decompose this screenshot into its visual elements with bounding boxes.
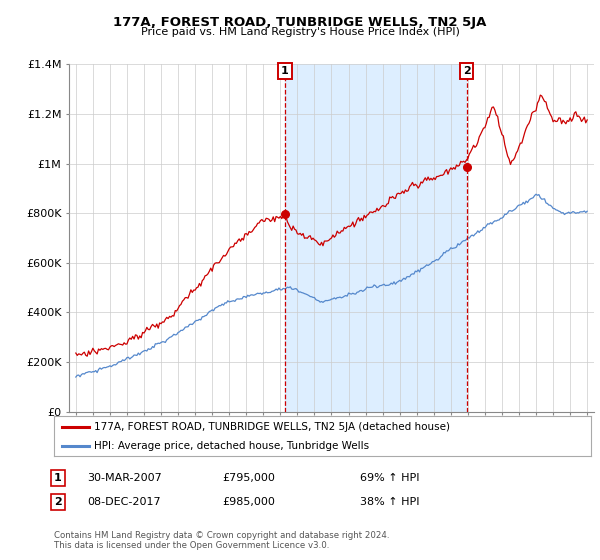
Bar	[284, 64, 466, 412]
Text: 69% ↑ HPI: 69% ↑ HPI	[360, 473, 419, 483]
Text: 1: 1	[54, 473, 62, 483]
Text: 2: 2	[54, 497, 62, 507]
Text: 38% ↑ HPI: 38% ↑ HPI	[360, 497, 419, 507]
Text: £985,000: £985,000	[222, 497, 275, 507]
Text: 177A, FOREST ROAD, TUNBRIDGE WELLS, TN2 5JA: 177A, FOREST ROAD, TUNBRIDGE WELLS, TN2 …	[113, 16, 487, 29]
Text: 2: 2	[463, 66, 470, 76]
Text: 30-MAR-2007: 30-MAR-2007	[87, 473, 162, 483]
Text: 177A, FOREST ROAD, TUNBRIDGE WELLS, TN2 5JA (detached house): 177A, FOREST ROAD, TUNBRIDGE WELLS, TN2 …	[94, 422, 450, 432]
Text: 08-DEC-2017: 08-DEC-2017	[87, 497, 161, 507]
Text: Price paid vs. HM Land Registry's House Price Index (HPI): Price paid vs. HM Land Registry's House …	[140, 27, 460, 37]
Text: HPI: Average price, detached house, Tunbridge Wells: HPI: Average price, detached house, Tunb…	[94, 441, 370, 451]
Text: Contains HM Land Registry data © Crown copyright and database right 2024.
This d: Contains HM Land Registry data © Crown c…	[54, 531, 389, 550]
Text: £795,000: £795,000	[222, 473, 275, 483]
Text: 1: 1	[281, 66, 289, 76]
